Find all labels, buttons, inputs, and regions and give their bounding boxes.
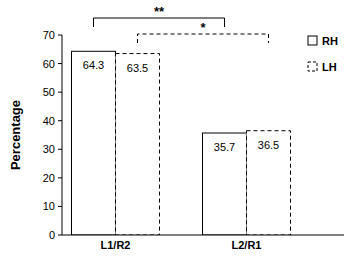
y-tick (58, 235, 62, 236)
x-tick-label: L1/R2 (101, 239, 131, 251)
y-tick-label: 20 (43, 172, 55, 184)
y-tick (58, 177, 62, 178)
bars (72, 51, 291, 235)
y-tick-label: 30 (43, 143, 55, 155)
legend-swatch (308, 36, 317, 45)
data-label: 36.5 (258, 139, 279, 151)
bar (247, 131, 291, 235)
y-tick-label: 40 (43, 115, 55, 127)
legend-label: LH (322, 61, 337, 73)
y-tick-label: 60 (43, 58, 55, 70)
x-tick-label: L2/R1 (232, 239, 262, 251)
y-tick (58, 120, 62, 121)
bar (203, 133, 247, 235)
chart-root: 0 10 20 30 40 50 60 70 Percentage 64.3 35.7 63.5 36.… (0, 0, 352, 257)
y-tick-label: 50 (43, 86, 55, 98)
legend-label: RH (322, 35, 338, 47)
y-tick (58, 63, 62, 64)
y-tick (58, 35, 62, 36)
annotation: ** (154, 4, 165, 19)
data-label: 63.5 (127, 62, 148, 74)
legend-swatch (308, 62, 317, 71)
y-tick-label: 0 (49, 229, 55, 241)
y-tick (58, 92, 62, 93)
y-tick-label: 70 (43, 29, 55, 41)
y-tick (58, 206, 62, 207)
significance-bracket (138, 34, 269, 43)
annotation: * (200, 20, 206, 35)
data-label: 35.7 (214, 141, 235, 153)
chart-svg: 0 10 20 30 40 50 60 70 Percentage 64.3 35.7 63.5 36.… (0, 0, 352, 257)
x-axis (62, 235, 344, 236)
bar (72, 51, 116, 235)
bar (116, 54, 160, 235)
y-axis (62, 35, 63, 235)
y-tick (58, 149, 62, 150)
y-axis-label: Percentage (8, 100, 23, 170)
data-label: 64.3 (83, 59, 104, 71)
y-tick-label: 10 (43, 200, 55, 212)
